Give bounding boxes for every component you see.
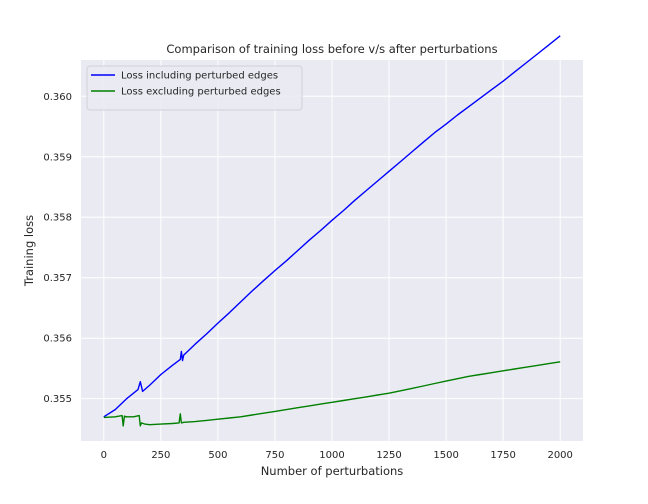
legend-label: Loss excluding perturbed edges bbox=[121, 87, 281, 98]
x-tick-label: 750 bbox=[265, 450, 284, 461]
series-lines bbox=[103, 35, 561, 427]
y-tick-label: 0.360 bbox=[43, 92, 72, 103]
x-axis-label: Number of perturbations bbox=[261, 464, 404, 478]
x-tick-label: 0 bbox=[101, 450, 107, 461]
tick-labels: 0 250 500 750 1000 1250 1500 1750 2000 0.355 0.356… bbox=[43, 92, 573, 461]
x-tick-label: 1000 bbox=[319, 450, 344, 461]
legend-box bbox=[86, 65, 303, 111]
x-tick-label: 1750 bbox=[490, 450, 515, 461]
x-tick-label: 250 bbox=[151, 450, 170, 461]
y-tick-label: 0.356 bbox=[43, 334, 72, 345]
x-tick-label: 1250 bbox=[376, 450, 401, 461]
y-tick-label: 0.357 bbox=[43, 273, 72, 284]
x-tick-label: 2000 bbox=[547, 450, 572, 461]
y-tick-label: 0.358 bbox=[43, 213, 72, 224]
chart-title: Comparison of training loss before v/s a… bbox=[166, 42, 497, 56]
y-tick-label: 0.359 bbox=[43, 152, 72, 163]
legend-label: Loss including perturbed edges bbox=[121, 71, 278, 82]
x-tick-label: 500 bbox=[208, 450, 227, 461]
legend: Loss including perturbed edges Loss exclu… bbox=[86, 65, 303, 111]
series-line-2 bbox=[103, 361, 561, 427]
x-tick-label: 1500 bbox=[433, 450, 458, 461]
grid-lines bbox=[81, 60, 583, 441]
y-tick-label: 0.355 bbox=[43, 394, 72, 405]
series-line-1 bbox=[103, 35, 561, 418]
y-axis-label: Training loss bbox=[22, 215, 36, 287]
